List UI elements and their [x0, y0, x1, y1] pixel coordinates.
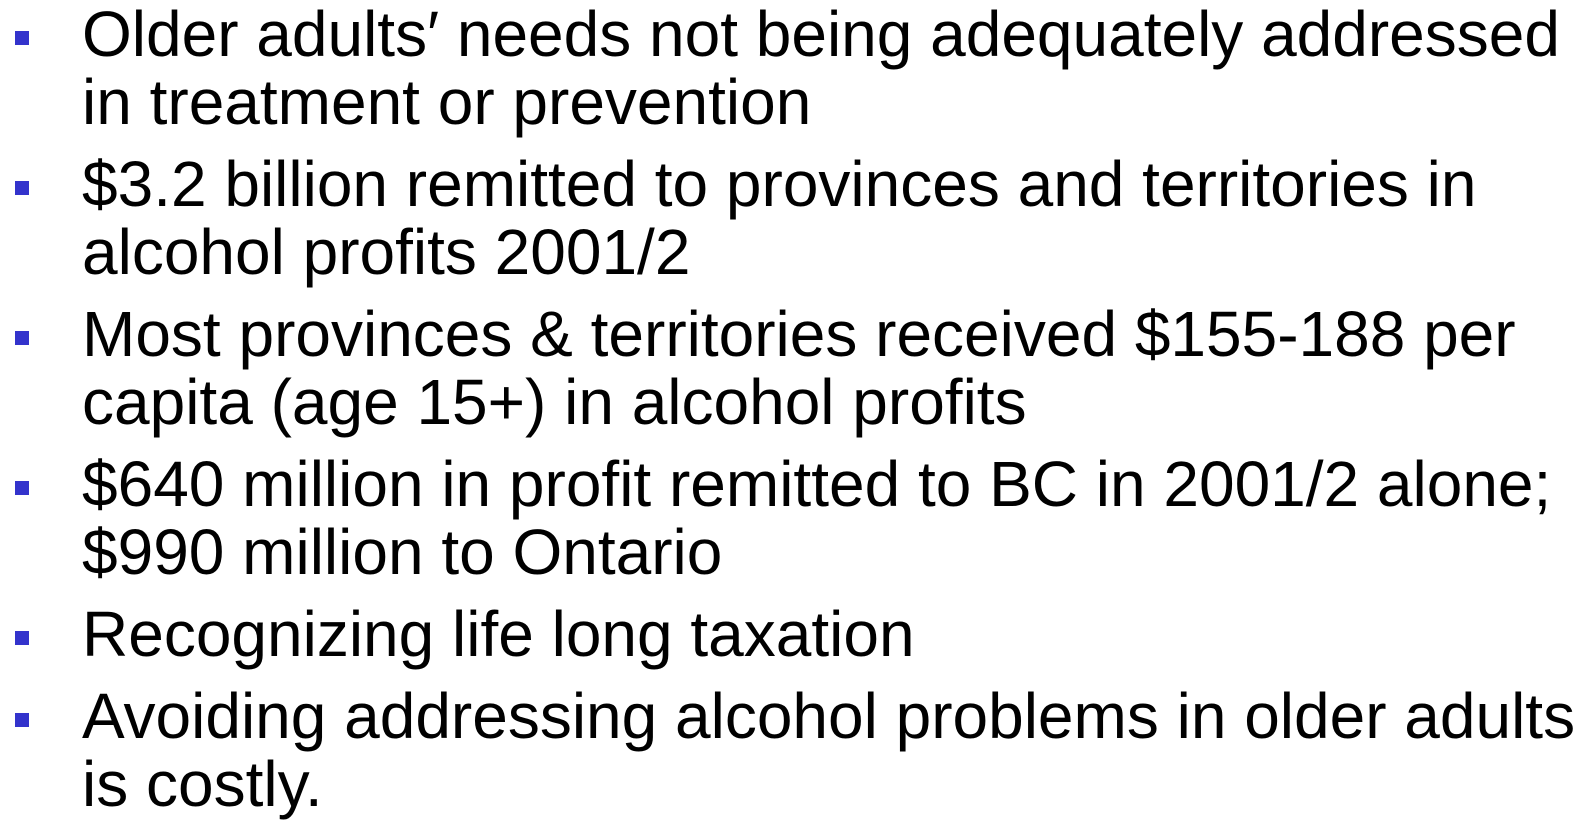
bullet-marker: [15, 181, 29, 195]
bullet-text: Older adults′ needs not being adequately…: [82, 0, 1560, 70]
bullet-text: capita (age 15+) in alcohol profits: [82, 366, 1027, 438]
bullet-text: alcohol profits 2001/2: [82, 216, 691, 288]
bullet-marker: [15, 31, 29, 45]
bullet-text: $640 million in profit remitted to BC in…: [82, 448, 1552, 520]
bullet-text: in treatment or prevention: [82, 66, 812, 138]
bullet-text: Most provinces & territories received $1…: [82, 298, 1516, 370]
bullet-text: is costly.: [82, 748, 323, 820]
bullet-item: Older adults′ needs not being adequately…: [0, 0, 1596, 136]
bullet-item: Most provinces & territories received $1…: [0, 300, 1596, 436]
bullet-marker: [15, 631, 29, 645]
bullet-marker: [15, 481, 29, 495]
bullet-text: $3.2 billion remitted to provinces and t…: [82, 148, 1477, 220]
bullet-text: Recognizing life long taxation: [82, 598, 915, 670]
bullet-item: Recognizing life long taxation: [0, 600, 1596, 668]
bullet-item: $640 million in profit remitted to BC in…: [0, 450, 1596, 586]
bullet-marker: [15, 713, 29, 727]
bullet-item: Avoiding addressing alcohol problems in …: [0, 682, 1596, 818]
bullet-item: $3.2 billion remitted to provinces and t…: [0, 150, 1596, 286]
bullet-marker: [15, 331, 29, 345]
bullet-text: $990 million to Ontario: [82, 516, 723, 588]
bullet-text: Avoiding addressing alcohol problems in …: [82, 680, 1576, 752]
